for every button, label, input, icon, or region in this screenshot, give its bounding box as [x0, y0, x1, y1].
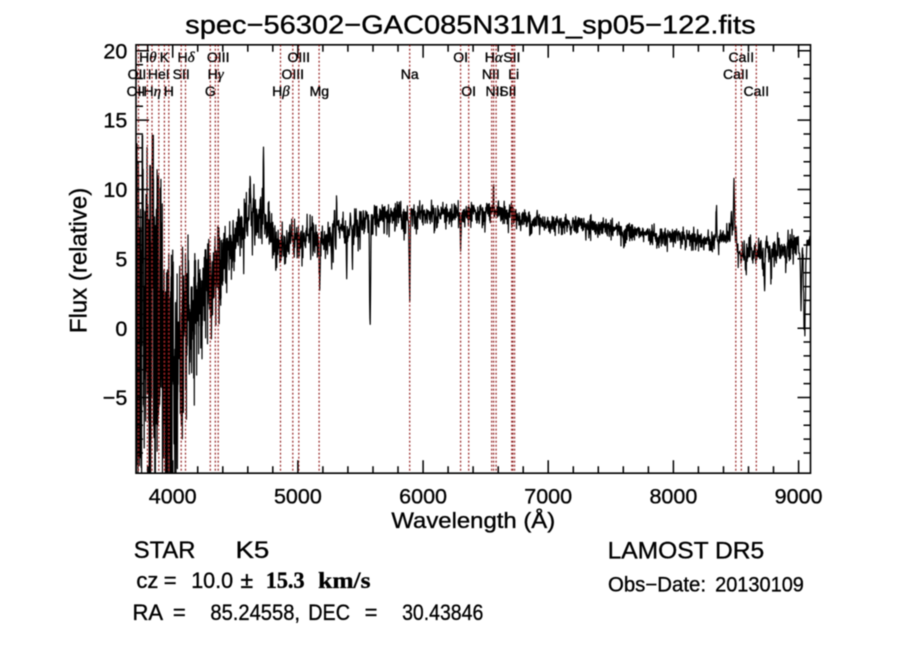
- svg-text:km/s: km/s: [318, 568, 370, 593]
- svg-text:±: ±: [240, 568, 253, 594]
- svg-text:=: =: [365, 600, 378, 625]
- svg-text:RA: RA: [133, 600, 164, 625]
- svg-text:9000: 9000: [775, 485, 823, 509]
- svg-text:Hθ: Hθ: [139, 49, 157, 66]
- svg-text:15: 15: [103, 109, 127, 133]
- svg-text:20130109: 20130109: [715, 574, 804, 597]
- svg-text:30.43846: 30.43846: [402, 600, 483, 625]
- svg-text:Na: Na: [401, 66, 419, 82]
- svg-text:K5: K5: [236, 537, 270, 564]
- svg-text:10: 10: [103, 178, 127, 202]
- svg-text:5000: 5000: [274, 485, 322, 509]
- svg-text:Obs−Date:: Obs−Date:: [608, 574, 706, 597]
- svg-text:Hγ: Hγ: [208, 66, 225, 83]
- svg-text:Hη: Hη: [144, 83, 162, 100]
- svg-text:SII: SII: [173, 66, 190, 82]
- svg-text:5: 5: [115, 247, 127, 271]
- svg-text:CaII: CaII: [728, 49, 754, 65]
- svg-text:OII: OII: [128, 66, 147, 82]
- svg-text:NII: NII: [485, 83, 503, 99]
- svg-text:Hβ: Hβ: [272, 83, 290, 100]
- svg-text:K: K: [160, 49, 170, 65]
- svg-text:cz: cz: [136, 568, 158, 593]
- svg-text:OIII: OIII: [207, 49, 230, 65]
- svg-text:Hα: Hα: [485, 49, 504, 66]
- svg-text:CaII: CaII: [723, 66, 749, 82]
- svg-text:−5: −5: [103, 386, 128, 410]
- svg-text:4000: 4000: [149, 485, 197, 509]
- svg-text:NII: NII: [482, 66, 500, 82]
- svg-text:20: 20: [103, 39, 127, 63]
- svg-text:=: =: [173, 600, 186, 625]
- svg-text:=: =: [164, 568, 177, 593]
- svg-text:OII: OII: [127, 83, 146, 99]
- svg-text:STAR: STAR: [134, 537, 196, 564]
- svg-text:85.24558,: 85.24558,: [210, 600, 300, 625]
- svg-text:OIII: OIII: [288, 49, 311, 65]
- svg-text:OI: OI: [453, 49, 468, 65]
- svg-text:Li: Li: [508, 66, 519, 82]
- svg-text:7000: 7000: [524, 485, 572, 509]
- svg-text:6000: 6000: [399, 485, 447, 509]
- svg-text:CaII: CaII: [743, 83, 769, 99]
- svg-text:Flux (relative): Flux (relative): [66, 188, 93, 333]
- svg-text:spec−56302−GAC085N31M1_sp05−12: spec−56302−GAC085N31M1_sp05−122.fits: [185, 10, 755, 40]
- svg-text:Mg: Mg: [310, 83, 329, 99]
- svg-text:OIII: OIII: [282, 66, 305, 82]
- svg-text:15.3: 15.3: [266, 568, 305, 593]
- svg-text:G: G: [205, 83, 216, 99]
- svg-text:10.0: 10.0: [191, 568, 233, 593]
- svg-text:Hδ: Hδ: [177, 49, 195, 66]
- svg-text:SII: SII: [499, 83, 516, 99]
- svg-text:DEC: DEC: [308, 600, 350, 625]
- svg-text:8000: 8000: [649, 485, 697, 509]
- svg-text:H: H: [164, 83, 174, 99]
- svg-text:SII: SII: [503, 49, 520, 65]
- svg-text:Wavelength (Å): Wavelength (Å): [391, 508, 555, 533]
- svg-text:LAMOST DR5: LAMOST DR5: [608, 538, 765, 565]
- svg-text:0: 0: [115, 317, 127, 341]
- svg-text:OI: OI: [461, 83, 476, 99]
- svg-text:HeI: HeI: [148, 66, 170, 82]
